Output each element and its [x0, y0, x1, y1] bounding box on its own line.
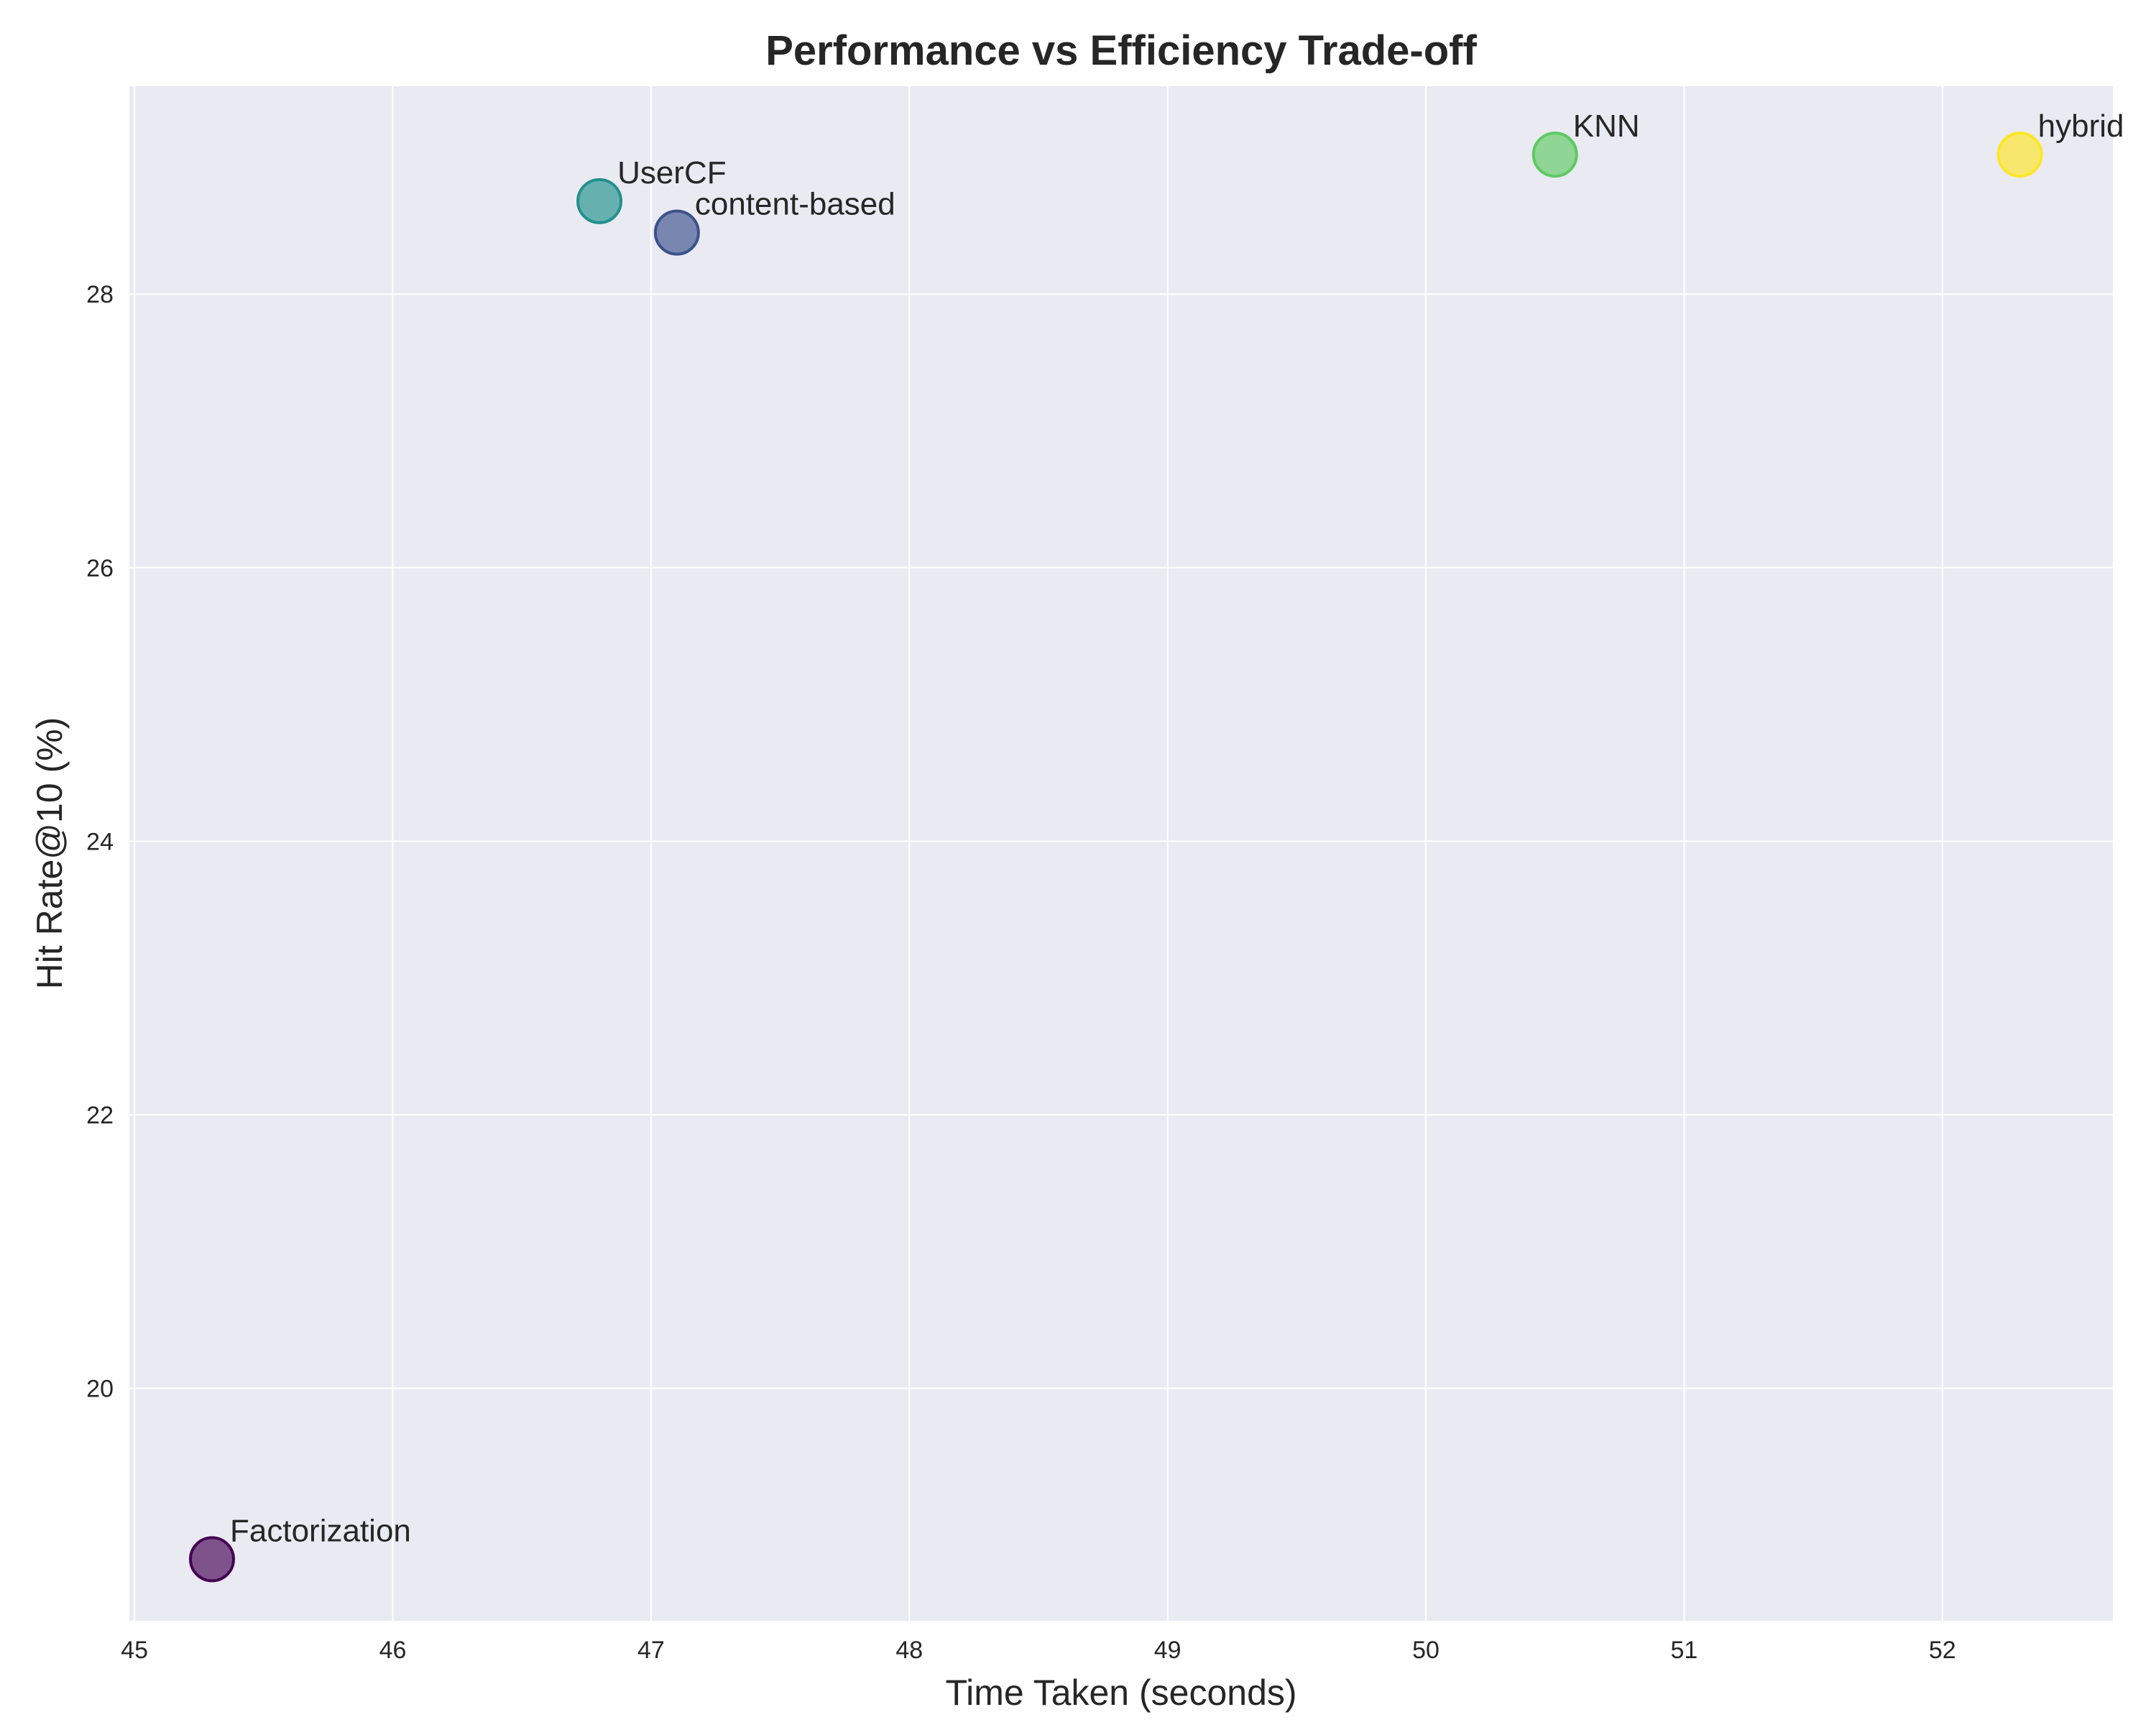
plot-area: [129, 86, 2113, 1621]
x-tick-label: 48: [895, 1637, 923, 1664]
data-point: [576, 178, 623, 224]
y-tick-label: 22: [86, 1102, 114, 1129]
y-tick-label: 26: [86, 555, 114, 582]
data-point-label: Factorization: [230, 1513, 411, 1548]
x-tick-label: 51: [1671, 1637, 1698, 1664]
y-axis-label: Hit Rate@10 (%): [29, 717, 70, 990]
data-point: [1996, 132, 2043, 178]
x-tick-label: 50: [1412, 1637, 1439, 1664]
data-points: [189, 132, 2043, 1583]
data-point: [653, 209, 700, 256]
grid-lines: [129, 86, 2113, 1621]
x-tick-label: 52: [1929, 1637, 1956, 1664]
chart-title: Performance vs Efficiency Trade-off: [765, 27, 1477, 74]
data-point: [1531, 132, 1578, 178]
data-point-label: content-based: [695, 187, 895, 222]
data-point-label: KNN: [1573, 109, 1640, 144]
data-point-label: UserCF: [617, 155, 727, 190]
x-tick-label: 46: [379, 1637, 407, 1664]
y-tick-label: 28: [86, 281, 114, 308]
y-tick-label: 24: [86, 828, 114, 855]
data-point: [189, 1536, 235, 1583]
x-axis-ticks: 45 46 47 48 49 50 51 52: [121, 1637, 1955, 1664]
data-point-label: hybrid: [2038, 109, 2124, 144]
x-tick-label: 47: [637, 1637, 665, 1664]
y-axis-ticks: 20 22 24 26 28: [86, 281, 114, 1402]
x-tick-label: 49: [1154, 1637, 1181, 1664]
x-axis-label: Time Taken (seconds): [945, 1673, 1296, 1713]
x-tick-label: 45: [121, 1637, 148, 1664]
y-tick-label: 20: [86, 1376, 114, 1403]
